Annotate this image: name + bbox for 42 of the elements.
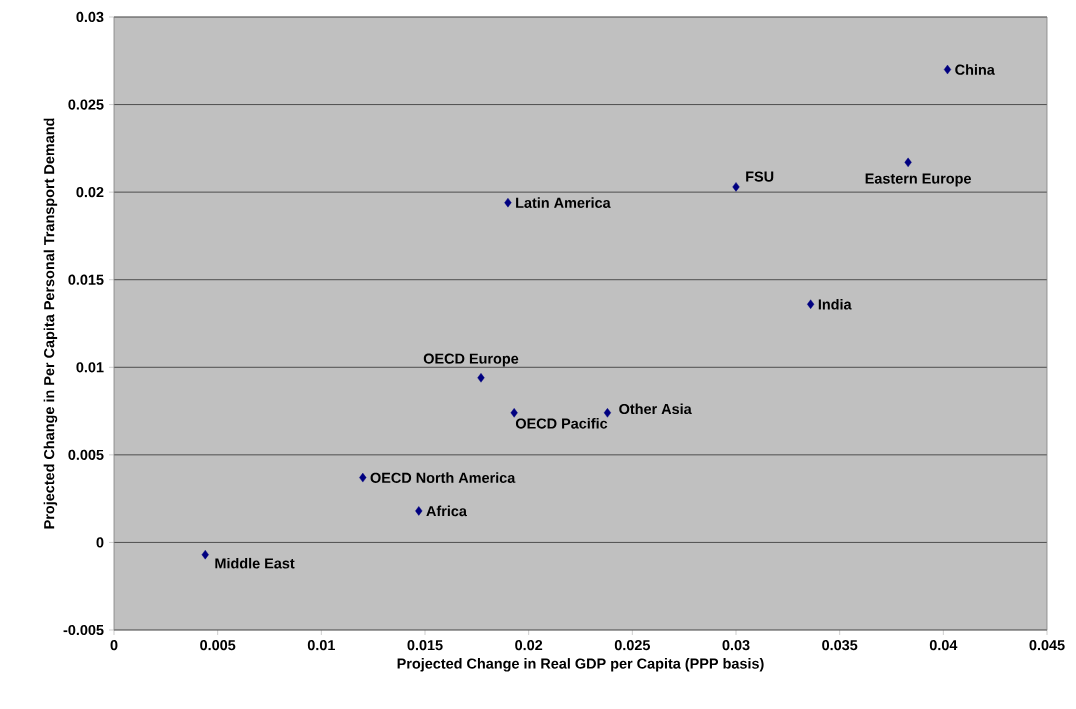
x-tick-label: 0.015 <box>407 640 443 651</box>
x-tick-label: 0.045 <box>1029 640 1065 651</box>
x-tick-label: 0.02 <box>515 640 543 651</box>
annotation: Africa <box>426 505 468 517</box>
y-axis-title: Projected Change in Per Capita Personal Transport Demand <box>43 118 58 529</box>
x-tick-label: 0.03 <box>722 640 750 651</box>
y-tick-label: 0.02 <box>76 187 104 198</box>
x-tick-label: 0.025 <box>614 640 651 651</box>
point <box>904 157 912 168</box>
y-tick-label: 0.01 <box>76 362 104 373</box>
point <box>359 472 367 483</box>
x-tick-label: 0.005 <box>200 640 236 651</box>
annotation: Eastern Europe <box>865 173 971 187</box>
annotation: OECD Pacific <box>515 418 608 429</box>
y-tick-label: 0 <box>96 537 104 548</box>
point <box>510 408 518 418</box>
annotation: India <box>818 298 852 310</box>
y-tick-label: 0.025 <box>68 99 104 110</box>
y-tick-label: -0.005 <box>63 624 104 636</box>
annotation: FSU <box>746 171 774 182</box>
annotation: Other Asia <box>619 403 692 415</box>
y-tick-label: 0.03 <box>76 11 104 23</box>
y-tick-label: 0.015 <box>68 274 104 285</box>
point <box>504 197 512 208</box>
point <box>943 64 952 75</box>
point <box>732 182 740 192</box>
y-tick-label: 0.005 <box>68 449 104 460</box>
point <box>477 373 485 383</box>
point <box>603 408 612 418</box>
x-tick-label: 0 <box>110 640 118 651</box>
point <box>415 506 423 516</box>
annotation: Latin America <box>516 197 611 208</box>
x-tick-label: 0.035 <box>822 640 858 651</box>
x-axis-title: Projected Change in Real GDP per Capita (PPP basis) <box>397 658 764 672</box>
point <box>201 549 209 560</box>
annotation: OECD North America <box>370 472 516 483</box>
annotation: China <box>955 64 995 75</box>
x-tick-label: 0.01 <box>307 640 335 651</box>
annotation: OECD Europe <box>423 353 519 367</box>
point <box>807 299 815 309</box>
annotation: Middle East <box>215 557 295 569</box>
x-tick-label: 0.04 <box>929 640 958 651</box>
